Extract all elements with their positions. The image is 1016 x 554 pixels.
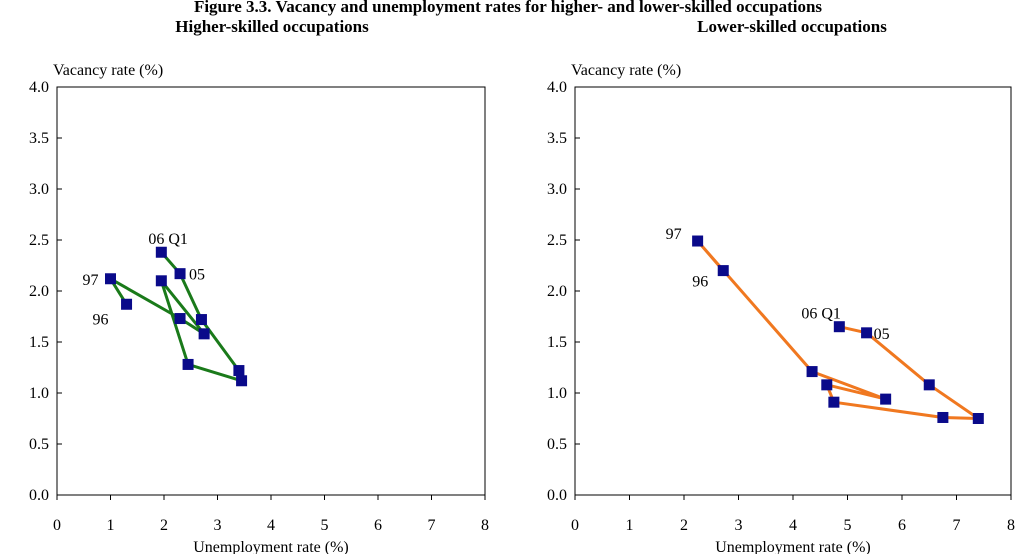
- point-annotation: 06 Q1: [801, 306, 841, 323]
- data-point-marker: [174, 268, 186, 280]
- y-axis-label: Vacancy rate (%): [53, 62, 163, 79]
- x-tick-label: 6: [898, 517, 906, 534]
- x-tick-label: 6: [374, 517, 382, 534]
- x-axis-label: Unemployment rate (%): [715, 539, 871, 554]
- point-annotation: 96: [93, 311, 109, 328]
- data-point-marker: [195, 314, 207, 326]
- y-tick-label: 0.0: [547, 487, 567, 504]
- y-tick-label: 4.0: [29, 79, 49, 96]
- x-tick-label: 0: [53, 517, 61, 534]
- data-point-marker: [236, 375, 248, 387]
- data-point-marker: [717, 265, 729, 277]
- data-point-marker: [105, 273, 116, 285]
- data-point-marker: [692, 235, 704, 247]
- data-point-marker: [233, 365, 245, 377]
- data-point-marker: [182, 358, 194, 370]
- point-annotation: 96: [692, 274, 708, 291]
- x-tick-label: 8: [481, 517, 489, 534]
- data-point-marker: [806, 366, 818, 378]
- point-annotation: 97: [83, 272, 99, 289]
- x-tick-label: 2: [680, 517, 688, 534]
- data-point-marker: [972, 413, 984, 424]
- y-tick-label: 1.5: [29, 334, 49, 351]
- data-point-marker: [155, 246, 167, 258]
- x-tick-label: 5: [844, 517, 852, 534]
- y-tick-label: 4.0: [547, 79, 567, 96]
- data-point-marker: [880, 393, 892, 405]
- chart-panel-lower-skilled: Lower-skilled occupations Vacancy rate (%…: [547, 17, 1015, 554]
- y-axis-label: Vacancy rate (%): [571, 62, 681, 79]
- x-tick-label: 3: [214, 517, 222, 534]
- data-point-marker: [828, 396, 840, 408]
- x-axis-label: Unemployment rate (%): [193, 539, 349, 554]
- x-tick-label: 5: [321, 517, 329, 534]
- y-tick-label: 2.5: [547, 232, 567, 249]
- point-annotation: 06 Q1: [148, 231, 188, 248]
- chart-panel-higher-skilled: Higher-skilled occupations Vacancy rate (…: [29, 17, 489, 554]
- y-tick-label: 3.0: [547, 181, 567, 198]
- y-tick-label: 0.5: [547, 436, 567, 453]
- y-tick-label: 1.0: [29, 385, 49, 402]
- x-tick-label: 1: [626, 517, 634, 534]
- y-tick-label: 1.5: [547, 334, 567, 351]
- figure-title: Figure 3.3. Vacancy and unemployment rat…: [194, 0, 822, 16]
- y-tick-label: 2.5: [29, 232, 49, 249]
- x-tick-label: 2: [160, 517, 168, 534]
- plot-area-frame: [56, 86, 486, 496]
- x-tick-label: 4: [267, 517, 275, 534]
- y-tick-label: 3.5: [29, 130, 49, 147]
- data-point-marker: [937, 411, 949, 423]
- data-point-marker: [155, 275, 167, 287]
- y-tick-label: 2.0: [29, 283, 49, 300]
- x-tick-label: 0: [571, 517, 579, 534]
- x-tick-label: 1: [107, 517, 115, 534]
- x-tick-label: 7: [428, 517, 436, 534]
- data-point-marker: [923, 379, 935, 391]
- data-point-marker: [861, 327, 873, 339]
- x-tick-label: 4: [789, 517, 797, 534]
- y-tick-label: 3.0: [29, 181, 49, 198]
- panel-title: Lower-skilled occupations: [697, 17, 887, 36]
- data-point-marker: [198, 328, 210, 340]
- y-tick-label: 0.5: [29, 436, 49, 453]
- y-tick-label: 0.0: [29, 487, 49, 504]
- y-tick-label: 1.0: [547, 385, 567, 402]
- data-point-marker: [833, 321, 845, 333]
- point-annotation: 05: [189, 267, 205, 284]
- y-tick-label: 3.5: [547, 130, 567, 147]
- plot-area-frame: [574, 86, 1012, 496]
- x-tick-label: 7: [953, 517, 961, 534]
- data-point-marker: [174, 313, 186, 325]
- x-tick-label: 3: [735, 517, 743, 534]
- x-tick-label: 8: [1007, 517, 1015, 534]
- y-tick-label: 2.0: [547, 283, 567, 300]
- data-point-marker: [821, 379, 833, 391]
- panel-title: Higher-skilled occupations: [175, 17, 369, 36]
- point-annotation: 97: [666, 226, 682, 243]
- data-point-marker: [121, 298, 133, 310]
- point-annotation: 05: [874, 326, 890, 343]
